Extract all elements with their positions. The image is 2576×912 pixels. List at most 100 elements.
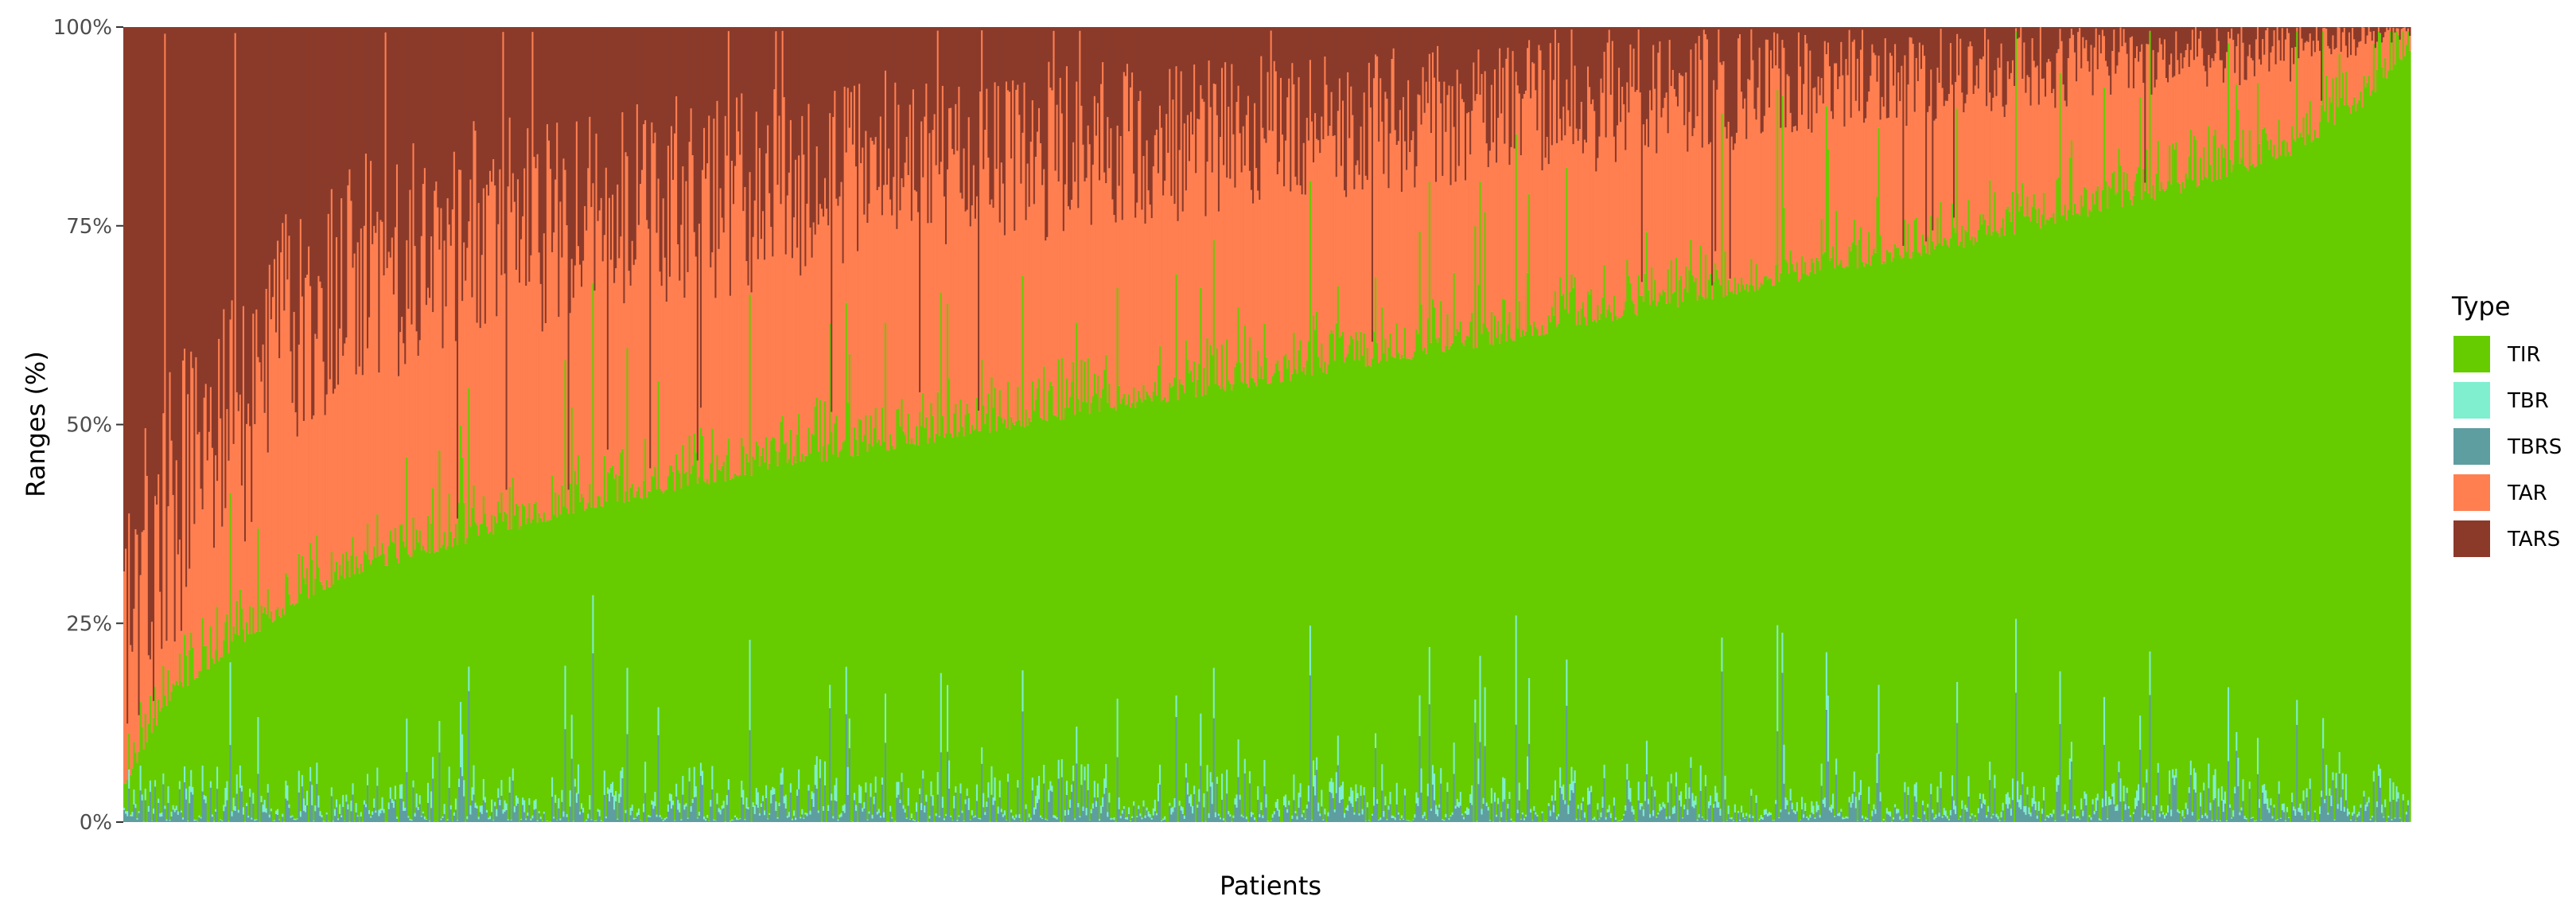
bar-segment-tbrs [924,812,926,822]
bar-segment-tar [815,146,819,398]
bar-segment-tbrs [1625,810,1627,822]
bar-segment-tbrs [1652,816,1655,822]
bar-segment-tar [745,261,749,454]
bar-segment-tir [1248,337,1251,772]
bar-segment-tbrs [314,811,317,822]
bar-segment-tbr [546,820,549,822]
bar-segment-tir [391,541,394,799]
bar-segment-tir [640,498,644,821]
bar-segment-tbrs [469,814,473,822]
bar-segment-tbr [747,807,750,810]
bar-segment-tbrs [220,820,222,822]
bar-segment-tar [765,153,768,437]
bar-segment-tir [760,455,763,804]
bar-segment-tars [629,27,632,286]
bar-segment-tir [1464,339,1467,812]
bar-segment-tar [317,275,321,567]
bar-segment-tbr [1214,812,1217,817]
bar-segment-tar [352,267,355,537]
bar-segment-tir [1468,336,1470,809]
bar-segment-tar [487,195,490,534]
bar-segment-tir [263,606,267,800]
bar-segment-tar [1080,105,1084,360]
bar-segment-tir [827,444,830,805]
bar-segment-tir [356,567,360,816]
bar-segment-tbrs [257,774,260,822]
bar-segment-tbr [515,795,518,806]
bar-segment-tbr [1659,804,1662,812]
bar-segment-tir [1321,343,1323,790]
bar-segment-tbr [663,817,667,820]
bar-segment-tir [1535,326,1537,813]
bar-segment-tir [126,779,129,812]
bar-segment-tir [877,438,881,809]
bar-segment-tbrs [251,819,253,822]
bar-segment-tar [426,287,430,516]
bar-segment-tbr [575,793,578,803]
bar-segment-tar [752,236,755,457]
bar-segment-tbrs [531,818,535,822]
bar-segment-tars [940,27,943,162]
bar-segment-tar [138,715,141,752]
bar-segment-tir [1281,381,1284,822]
bar-segment-tars [260,27,263,382]
bar-segment-tbrs [332,821,335,822]
bar-segment-tbrs [1304,820,1307,822]
bar-segment-tbr [265,808,268,813]
bar-segment-tbrs [453,815,456,822]
bar-segment-tbrs [1539,821,1543,822]
bar-segment-tar [1466,113,1469,336]
bar-segment-tar [637,224,640,487]
bar-segment-tar [528,281,531,503]
bar-segment-tars [553,27,555,233]
bar-segment-tir [1456,328,1459,799]
bar-segment-tir [848,353,851,719]
bar-segment-tars [449,27,453,246]
bar-segment-tir [1629,283,1632,789]
bar-segment-tir [1309,181,1312,626]
bar-segment-tars [1167,27,1169,154]
bar-segment-tbrs [496,816,498,822]
bar-segment-tbr [491,799,493,813]
bar-segment-tbrs [1698,817,1701,822]
bar-segment-tars [286,27,290,280]
bar-segment-tbr [834,785,836,801]
bar-segment-tar [363,225,366,551]
bar-segment-tars [497,27,500,224]
bar-segment-tir [363,550,366,801]
bar-segment-tars [1620,27,1622,123]
bar-segment-tir [1459,321,1462,793]
bar-segment-tar [1508,165,1512,312]
bar-segment-tir [860,419,862,787]
bar-segment-tars [293,27,296,312]
bar-segment-tbr [1755,795,1758,803]
bar-segment-tir [1533,321,1535,807]
bar-segment-tbrs [1462,819,1465,822]
bar-segment-tar [1468,111,1470,337]
bar-segment-tar [1065,66,1068,379]
bar-segment-tbr [1673,805,1676,814]
bar-segment-tbr [355,803,358,813]
bar-segment-tir [409,556,412,819]
bar-segment-tir [719,470,722,810]
bar-segment-tir [212,663,216,821]
bar-segment-tar [1459,84,1462,322]
bar-segment-tbr [755,788,758,805]
bar-segment-tbr [1067,809,1070,815]
bar-segment-tbrs [516,803,519,822]
bar-segment-tars [152,27,155,701]
bar-segment-tbr [1189,794,1193,807]
bar-segment-tbr [313,820,315,822]
bar-segment-tir [1366,347,1369,803]
bar-segment-tars [1105,27,1107,184]
bar-segment-tir [1417,333,1420,798]
bar-segment-tir [767,469,769,819]
bar-segment-tars [1600,27,1603,79]
bar-segment-tbrs [533,809,536,822]
bar-segment-tbr [788,812,791,817]
bar-segment-tir [943,437,946,819]
bar-segment-tars [1152,27,1155,166]
bar-segment-tar [575,121,578,485]
bar-segment-tar [1552,80,1555,316]
bar-segment-tbr [1442,819,1444,820]
